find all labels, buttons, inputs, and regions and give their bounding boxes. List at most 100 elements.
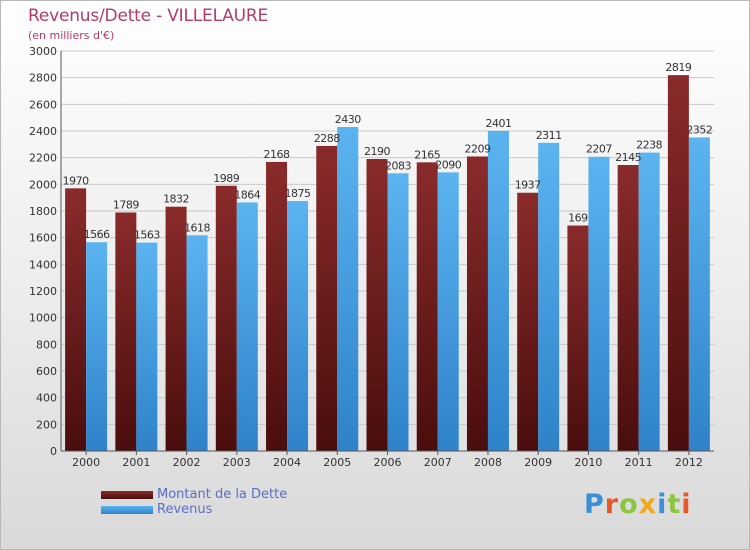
bar-dette-2009 xyxy=(517,192,539,451)
logo-letter: i xyxy=(681,489,692,520)
y-tick-label-2200: 2200 xyxy=(29,152,57,165)
data-label-revenus-2010: 2207 xyxy=(586,143,612,156)
x-tick-label-2008: 2008 xyxy=(474,456,502,469)
bar-dette-2002 xyxy=(165,206,187,451)
logo-letter: o xyxy=(619,489,639,520)
data-label-dette-2010: 169 xyxy=(568,212,588,225)
bar-dette-2001 xyxy=(115,212,137,451)
bar-revenus-2004 xyxy=(287,201,309,451)
y-tick-label-1200: 1200 xyxy=(29,285,57,298)
data-label-revenus-2002: 1618 xyxy=(184,221,210,234)
y-tick-label-0: 0 xyxy=(50,445,57,458)
logo-letter: P xyxy=(584,489,605,520)
y-tick-label-2400: 2400 xyxy=(29,125,57,138)
data-label-dette-2006: 2190 xyxy=(364,145,390,158)
legend-item-debt: Montant de la Dette xyxy=(101,487,287,502)
y-tick-label-1800: 1800 xyxy=(29,205,57,218)
y-tick-label-2800: 2800 xyxy=(29,72,57,85)
chart-subtitle: (en milliers d'€) xyxy=(28,29,115,42)
x-tick-label-2000: 2000 xyxy=(72,456,100,469)
data-label-revenus-2005: 2430 xyxy=(335,113,361,126)
y-tick-label-2600: 2600 xyxy=(29,98,57,111)
bar-revenus-2001 xyxy=(136,242,158,451)
chart-title: Revenus/Dette - VILLELAURE xyxy=(28,6,269,26)
data-label-dette-2004: 2168 xyxy=(264,148,290,161)
bar-revenus-2002 xyxy=(186,235,208,451)
data-label-revenus-2000: 1566 xyxy=(84,228,110,241)
data-label-dette-2003: 1989 xyxy=(213,172,239,185)
y-tick-label-1000: 1000 xyxy=(29,312,57,325)
data-label-dette-2005: 2288 xyxy=(314,132,340,145)
bar-dette-2004 xyxy=(266,161,288,451)
logo-letter: t xyxy=(667,489,682,520)
y-tick-label-800: 800 xyxy=(36,338,57,351)
logo-letter: i xyxy=(657,489,668,520)
logo-letter: x xyxy=(638,489,658,520)
legend-item-revenue: Revenus xyxy=(101,502,287,517)
data-label-dette-2002: 1832 xyxy=(163,193,189,206)
bar-dette-2006 xyxy=(366,159,388,451)
x-tick-label-2005: 2005 xyxy=(323,456,351,469)
y-tick-label-200: 200 xyxy=(36,418,57,431)
x-tick-label-2003: 2003 xyxy=(223,456,251,469)
data-label-revenus-2012: 2352 xyxy=(686,123,712,136)
bar-dette-2008 xyxy=(466,156,488,451)
data-label-revenus-2006: 2083 xyxy=(385,159,411,172)
x-tick-label-2006: 2006 xyxy=(374,456,402,469)
y-tick-label-600: 600 xyxy=(36,365,57,378)
data-label-revenus-2009: 2311 xyxy=(536,129,562,142)
data-label-dette-2009: 1937 xyxy=(515,179,541,192)
bar-revenus-2009 xyxy=(538,142,560,451)
bar-revenus-2000 xyxy=(86,242,108,451)
bar-revenus-2005 xyxy=(337,127,359,451)
y-tick-label-400: 400 xyxy=(36,392,57,405)
logo-letter: r xyxy=(604,489,620,520)
data-label-dette-2008: 2209 xyxy=(464,142,490,155)
bar-revenus-2007 xyxy=(437,172,459,452)
data-label-revenus-2011: 2238 xyxy=(636,139,662,152)
x-tick-label-2011: 2011 xyxy=(625,456,653,469)
x-tick-label-2001: 2001 xyxy=(122,456,150,469)
data-label-dette-2012: 2819 xyxy=(665,61,691,74)
legend-swatch-revenue xyxy=(101,505,153,514)
x-tick-label-2010: 2010 xyxy=(574,456,602,469)
data-label-dette-2001: 1789 xyxy=(113,198,139,211)
bar-dette-2005 xyxy=(316,145,338,451)
data-label-dette-2011: 2145 xyxy=(615,151,641,164)
bar-revenus-2010 xyxy=(588,156,610,451)
legend: Montant de la Dette Revenus xyxy=(101,487,287,517)
bar-dette-2012 xyxy=(667,75,689,451)
legend-label-debt: Montant de la Dette xyxy=(157,487,288,502)
x-tick-label-2002: 2002 xyxy=(173,456,201,469)
bar-dette-2003 xyxy=(215,185,237,452)
data-label-dette-2000: 1970 xyxy=(63,174,89,187)
bars xyxy=(65,75,710,452)
labels: 0 200 400 600 800 1000 1200 1400 1600 1800 2000 220… xyxy=(29,45,713,469)
y-tick-label-2000: 2000 xyxy=(29,178,57,191)
data-label-revenus-2008: 2401 xyxy=(485,117,511,130)
x-tick-label-2004: 2004 xyxy=(273,456,301,469)
x-tick-label-2012: 2012 xyxy=(675,456,703,469)
proxiti-logo: Proxiti xyxy=(584,489,692,520)
bar-revenus-2003 xyxy=(236,202,258,451)
x-tick-label-2007: 2007 xyxy=(424,456,452,469)
data-label-dette-2007: 2165 xyxy=(414,148,440,161)
x-tick-label-2009: 2009 xyxy=(524,456,552,469)
y-tick-label-3000: 3000 xyxy=(29,45,57,58)
bar-dette-2010 xyxy=(567,225,589,451)
bar-dette-2011 xyxy=(617,165,639,451)
axes xyxy=(60,51,714,455)
data-label-revenus-2003: 1864 xyxy=(234,188,260,201)
legend-label-revenue: Revenus xyxy=(157,502,213,517)
bar-dette-2000 xyxy=(65,188,87,452)
data-label-revenus-2001: 1563 xyxy=(134,229,160,242)
legend-swatch-debt xyxy=(101,490,153,499)
bar-revenus-2011 xyxy=(638,152,660,451)
bar-revenus-2006 xyxy=(387,173,409,451)
bar-revenus-2012 xyxy=(688,137,710,451)
y-tick-label-1600: 1600 xyxy=(29,232,57,245)
data-label-revenus-2007: 2090 xyxy=(435,158,461,171)
bar-revenus-2008 xyxy=(487,130,509,451)
